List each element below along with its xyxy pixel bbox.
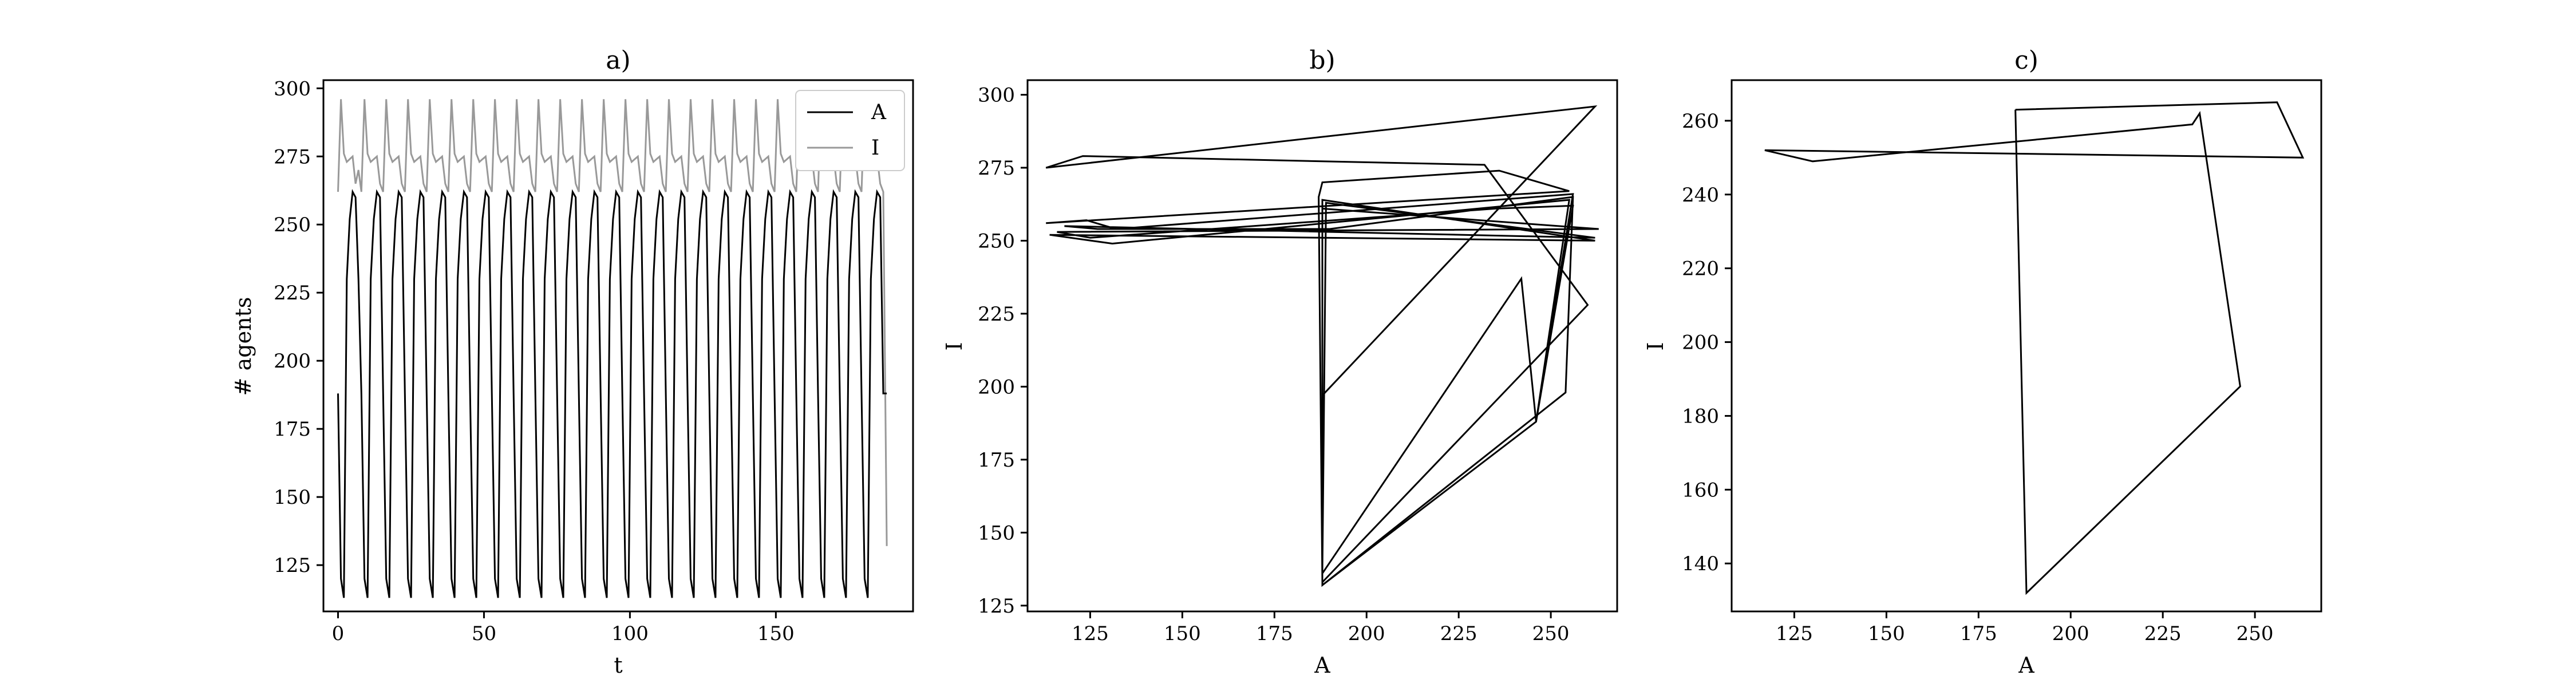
panel-b-y-tick-label: 200: [978, 376, 1015, 398]
panel-a-x-tick-label: 150: [757, 622, 795, 645]
panel-c-y-tick-label: 160: [1682, 479, 1719, 502]
panel-a-y-tick-label: 150: [274, 486, 311, 509]
panel-b-phase-path: [1045, 105, 1599, 587]
panel-b-y-tick-label: 175: [978, 449, 1015, 472]
panel-b-y-tick-label: 125: [978, 595, 1015, 618]
panel-c-y-ticks: 140 160 180 200 220 240 260: [1682, 110, 1732, 575]
panel-c-y-tick-label: 240: [1682, 184, 1719, 207]
panel-c-x-tick-label: 125: [1776, 622, 1813, 645]
panel-c-x-tick-label: 250: [2237, 622, 2274, 645]
panel-a-legend-label-a: A: [871, 101, 887, 124]
panel-a-x-ticks: 0 50 100 150: [332, 611, 795, 645]
panel-c-y-label: I: [1643, 342, 1668, 350]
panel-c-y-tick-label: 200: [1682, 331, 1719, 354]
panel-a-y-tick-label: 275: [274, 145, 311, 168]
panel-a-y-tick-label: 200: [274, 350, 311, 373]
panel-b-y-tick-label: 150: [978, 522, 1015, 544]
panel-a-title: a): [606, 46, 630, 75]
panel-a-y-tick-label: 175: [274, 418, 311, 441]
panel-c-x-label: A: [2018, 653, 2034, 678]
panel-c-x-tick-label: 200: [2052, 622, 2089, 645]
panel-a-y-tick-label: 125: [274, 554, 311, 577]
panel-b-trajectory: [1045, 105, 1599, 587]
panel-a-y-tick-label: 300: [274, 77, 311, 100]
panel-b-title: b): [1309, 46, 1335, 75]
panel-c-y-tick-label: 180: [1682, 405, 1719, 428]
panel-c-trajectory: [1764, 101, 2305, 595]
panel-b-x-tick-label: 225: [1440, 622, 1477, 645]
panel-b-x-tick-label: 200: [1348, 622, 1385, 645]
panel-c-y-tick-label: 260: [1682, 110, 1719, 133]
panel-c: c) 125 150 175 200 225 250 140 160 180 200 220 240…: [1643, 46, 2322, 678]
panel-a-legend-label-i: I: [871, 136, 879, 160]
series-line-a: [337, 189, 887, 598]
panel-c-x-tick-label: 150: [1868, 622, 1905, 645]
panel-a-y-tick-label: 225: [274, 282, 311, 305]
panel-b-y-tick-label: 250: [978, 230, 1015, 252]
panel-a-series-lines: [337, 99, 888, 598]
panel-c-x-tick-label: 225: [2144, 622, 2182, 645]
panel-c-x-ticks: 125 150 175 200 225 250: [1776, 611, 2274, 645]
panel-b: b) 125 150 175 200 225 250 125 150 175 200 225 250…: [942, 46, 1618, 678]
panel-b-y-tick-label: 275: [978, 157, 1015, 180]
panel-a-y-ticks: 125 150 175 200 225 250 275 300: [274, 77, 323, 577]
panel-b-frame: [1026, 79, 1618, 613]
panel-c-y-tick-label: 140: [1682, 552, 1719, 575]
series-line-i: [337, 99, 888, 546]
panel-c-x-tick-label: 175: [1960, 622, 1997, 645]
panel-a-y-tick-label: 250: [274, 214, 311, 236]
panel-a-x-label: t: [614, 653, 622, 678]
panel-a-frame: [322, 79, 914, 613]
panel-a-legend: A I: [795, 90, 905, 171]
panel-a-x-tick-label: 100: [611, 622, 649, 645]
panel-a-y-label: # agents: [231, 297, 256, 396]
panel-b-x-tick-label: 150: [1164, 622, 1201, 645]
panel-b-x-tick-label: 125: [1072, 622, 1109, 645]
panel-b-y-label: I: [942, 342, 967, 350]
panel-b-y-tick-label: 225: [978, 303, 1015, 326]
panel-b-y-ticks: 125 150 175 200 225 250 275 300: [978, 84, 1028, 618]
panel-b-x-tick-label: 250: [1532, 622, 1570, 645]
panel-b-x-label: A: [1314, 653, 1330, 678]
panel-c-title: c): [2014, 46, 2038, 75]
panel-c-phase-path: [1764, 101, 2305, 595]
panel-a-legend-box: [795, 90, 905, 171]
panel-b-x-tick-label: 175: [1256, 622, 1293, 645]
panel-c-frame: [1730, 79, 2322, 613]
panel-a-x-tick-label: 0: [332, 622, 345, 645]
panel-a-x-tick-label: 50: [472, 622, 496, 645]
panel-c-y-tick-label: 220: [1682, 258, 1719, 281]
panel-b-x-ticks: 125 150 175 200 225 250: [1072, 611, 1570, 645]
panel-b-y-tick-label: 300: [978, 84, 1015, 106]
